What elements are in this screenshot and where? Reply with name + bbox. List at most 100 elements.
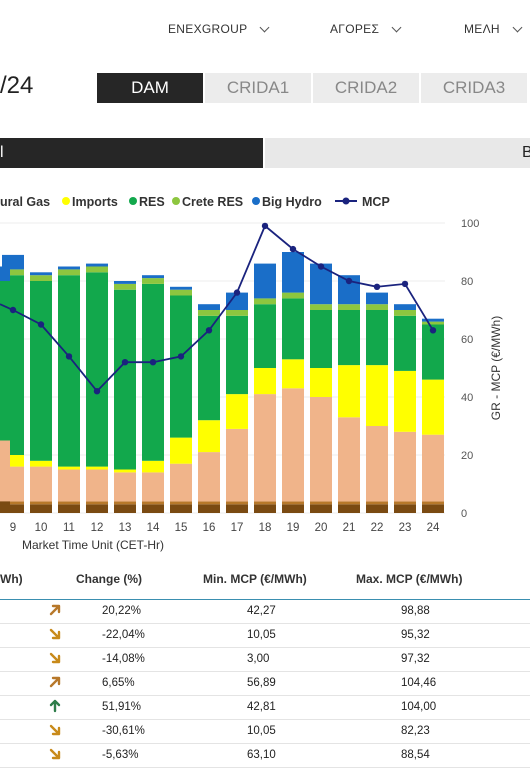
bar-segment-crete-res [114, 283, 136, 290]
chevron-down-icon [391, 22, 402, 32]
bar-segment-ural-gas [394, 431, 416, 502]
bar-segment-big-hydro [366, 292, 388, 305]
chevron-down-icon [259, 22, 270, 32]
bar-segment-big-hydro [114, 281, 136, 284]
legend-label: Crete RES [182, 195, 243, 209]
segment-toggle: l B [0, 138, 530, 168]
min-mcp-cell: 42,27 [247, 605, 276, 617]
segment-left[interactable]: l [0, 138, 263, 168]
x-tick-label: 10 [35, 522, 48, 534]
bar-segment-imports [142, 460, 164, 473]
x-tick-label: 13 [119, 522, 132, 534]
bar-segment-gas-base [226, 504, 248, 513]
mcp-point [149, 359, 157, 366]
bar-segment-crete-res [394, 310, 416, 316]
legend-label: Imports [72, 195, 118, 209]
bar-segment-crete-res [30, 275, 52, 281]
bar-segment-gas-base [198, 504, 220, 513]
generation-mix-chart: ural Gas Imports RES Crete RES Big Hydro MCP 0… [0, 195, 503, 552]
bar-segment-res [58, 275, 80, 467]
bar-segment-big-hydro [30, 272, 52, 276]
min-mcp-cell: 56,89 [247, 677, 276, 689]
nav-item-markets[interactable]: ΑΓΟΡΕΣ [330, 22, 402, 36]
bar-segment-gas-base [58, 504, 80, 513]
bar-segment-big-hydro [310, 263, 332, 305]
min-mcp-cell: 42,81 [247, 701, 276, 713]
table-row: 6,65% 56,89 104,46 [0, 672, 530, 696]
bar-segment-ural-gas [170, 463, 192, 502]
bar-segment-gas-base [422, 504, 444, 513]
change-cell: 51,91% [102, 701, 142, 713]
trend-arrow-icon [49, 652, 61, 664]
bar-segment-res [170, 295, 192, 438]
mcp-point [93, 388, 101, 395]
bar-segment-ural-gas [254, 394, 276, 502]
x-tick-label: 24 [427, 522, 440, 534]
chevron-down-icon [512, 22, 523, 32]
bar-segment-gas-mid [142, 501, 164, 505]
mcp-point [9, 306, 17, 314]
max-mcp-cell: 95,32 [401, 629, 430, 641]
bar-segment-big-hydro [422, 318, 444, 322]
bar-segment-big-hydro [198, 304, 220, 310]
segment-right[interactable]: B [265, 138, 530, 168]
bar-segment-res [310, 310, 332, 368]
bar-segment-crete-res [58, 269, 80, 276]
tab-crida1[interactable]: CRIDA1 [205, 73, 311, 103]
bar-segment-imports [2, 455, 24, 467]
trend-arrow-icon [49, 748, 61, 760]
bar-segment-gas-base [394, 504, 416, 513]
mcp-point [345, 277, 353, 285]
mcp-point [317, 263, 325, 270]
bar-segment-imports [422, 379, 444, 435]
bar-segment-ural-gas [198, 452, 220, 502]
bar-segment-imports [338, 365, 360, 418]
mcp-point [205, 327, 213, 334]
bar-segment-gas-base [30, 504, 52, 513]
change-cell: 6,65% [102, 677, 135, 689]
tab-crida2[interactable]: CRIDA2 [313, 73, 419, 103]
bar-segment-crete-res [86, 266, 108, 273]
bar-segment-big-hydro [58, 266, 80, 270]
bar-segment-ural-gas [422, 434, 444, 502]
top-nav: ENEXGROUP ΑΓΟΡΕΣ ΜΕΛΗ [0, 0, 530, 60]
tab-dam[interactable]: DAM [97, 73, 203, 103]
bar-segment-ural-gas [142, 472, 164, 502]
bar-segment-res [30, 281, 52, 461]
x-tick-label: 23 [399, 522, 412, 534]
y-tick-label: 100 [461, 218, 479, 230]
nav-item-members[interactable]: ΜΕΛΗ [464, 22, 523, 36]
nav-item-enexgroup[interactable]: ENEXGROUP [168, 22, 270, 36]
change-cell: -22,04% [102, 629, 145, 641]
trend-arrow-icon [49, 676, 61, 688]
bar-segment-gas-mid [114, 501, 136, 505]
max-mcp-cell: 104,46 [401, 677, 437, 689]
x-tick-label: 17 [231, 522, 244, 534]
bar-segment-imports [310, 368, 332, 397]
bar-segment-gas-base [86, 504, 108, 513]
bar-segment-gas-base [310, 504, 332, 513]
bar-segment-res [338, 310, 360, 366]
y-tick-label: 0 [461, 508, 467, 520]
max-mcp-cell: 82,23 [401, 725, 430, 737]
mcp-point [261, 222, 269, 230]
legend-label: Big Hydro [262, 195, 322, 209]
bar-segment-ural-gas [310, 397, 332, 502]
bar-segment-crete-res [422, 321, 444, 325]
bar-segment-big-hydro [394, 304, 416, 310]
x-tick-label: 22 [371, 522, 384, 534]
legend-marker [129, 197, 137, 205]
table-row: 51,91% 42,81 104,00 [0, 696, 530, 720]
table-row: 20,22% 42,27 98,88 [0, 600, 530, 624]
bar-segment-imports [86, 466, 108, 470]
bar-segment-gas-mid [58, 501, 80, 505]
bar-segment-gas-mid [394, 501, 416, 505]
bar-segment-crete-res [254, 298, 276, 305]
tab-crida3[interactable]: CRIDA3 [421, 73, 527, 103]
table-header-change: Change (%) [76, 572, 142, 586]
mcp-point [289, 245, 297, 253]
x-tick-label: 9 [10, 522, 16, 534]
legend-marker [172, 197, 180, 205]
market-tabs: DAM CRIDA1 CRIDA2 CRIDA3 [97, 73, 527, 103]
bar-segment-crete-res [366, 304, 388, 310]
